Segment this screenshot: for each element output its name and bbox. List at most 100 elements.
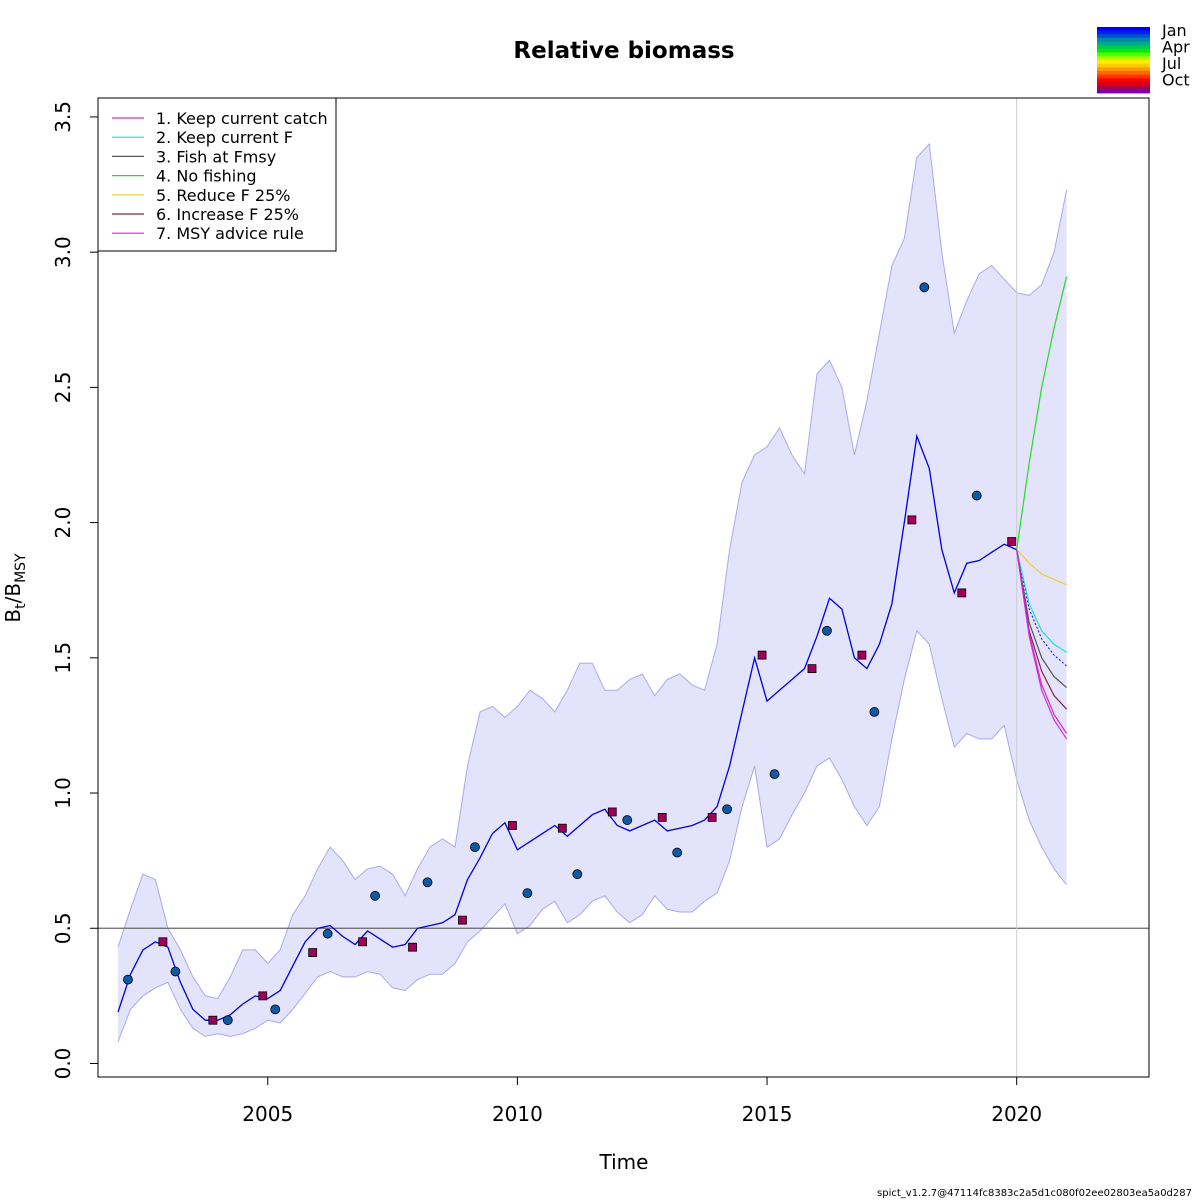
chart-title: Relative biomass <box>513 38 734 64</box>
observation-circle <box>769 769 780 780</box>
forecast-line-7 <box>1016 549 1068 734</box>
y-tick-label: 2.0 <box>51 507 75 539</box>
forecast-line-4 <box>1016 276 1068 550</box>
season-swatch <box>1097 30 1150 35</box>
season-swatch <box>1097 78 1150 83</box>
confidence-upper-line <box>117 142 1068 1000</box>
legend-label-1: 1. Keep current catch <box>156 109 328 128</box>
observation-circle <box>722 804 733 815</box>
x-tick-label: 2020 <box>991 1102 1042 1126</box>
y-tick-label: 2.5 <box>51 371 75 403</box>
observation-circle <box>222 1015 233 1026</box>
observation-square <box>707 812 717 822</box>
observation-square <box>757 650 767 660</box>
forecast-line-3 <box>1016 549 1067 689</box>
observation-circle <box>672 847 683 858</box>
y-axis-label: Bt/BMSY <box>1 553 29 623</box>
observation-square <box>1007 537 1017 546</box>
y-tick-label: 1.0 <box>51 777 75 809</box>
season-label-jul: Jul <box>1161 54 1181 73</box>
legend-label-5: 5. Reduce F 25% <box>156 186 290 205</box>
legend-label-2: 2. Keep current F <box>156 128 293 147</box>
plot-frame <box>97 97 1150 1078</box>
observation-circle <box>622 815 633 825</box>
season-swatch <box>1097 49 1150 54</box>
season-swatch <box>1097 45 1150 50</box>
observation-circle <box>370 890 381 901</box>
observation-square <box>657 812 667 822</box>
confidence-lower-line <box>117 629 1067 1042</box>
y-tick-label: 3.5 <box>51 101 75 133</box>
forecast-line-5 <box>1016 549 1067 586</box>
season-label-oct: Oct <box>1162 71 1190 90</box>
season-label-apr: Apr <box>1162 38 1190 57</box>
season-swatch <box>1097 71 1150 76</box>
observation-square <box>957 588 967 598</box>
observation-square <box>807 664 817 674</box>
season-swatch <box>1097 74 1150 79</box>
season-swatch <box>1097 34 1150 39</box>
observation-square <box>208 1015 218 1025</box>
confidence-band <box>118 144 1067 1042</box>
legend-box <box>97 97 337 252</box>
observation-circle <box>170 966 181 977</box>
season-swatch <box>1097 38 1150 43</box>
observation-square <box>258 991 268 1001</box>
biomass-estimate-line <box>117 433 1017 1021</box>
observation-square <box>907 515 917 525</box>
observation-square <box>358 937 368 947</box>
observation-square <box>158 937 168 947</box>
observation-square <box>857 650 867 660</box>
season-swatch <box>1097 63 1150 68</box>
x-tick-label: 2015 <box>742 1102 793 1126</box>
observation-circle <box>322 928 333 939</box>
season-swatch <box>1097 67 1150 72</box>
plot-layer <box>98 98 1149 1077</box>
x-tick-label: 2005 <box>242 1102 293 1126</box>
season-swatch <box>1097 27 1150 32</box>
observation-circle <box>522 888 533 898</box>
y-axis-label-sub-msy: MSY <box>13 553 29 583</box>
season-swatch <box>1097 56 1150 61</box>
observation-circle <box>470 842 480 853</box>
footer-version: spict_v1.2.7@47114fc8383c2a5d1c080f02ee0… <box>877 1188 1192 1199</box>
observation-circle <box>572 869 583 880</box>
observation-square <box>458 915 467 925</box>
season-swatch <box>1097 89 1150 94</box>
forecast-line-2 <box>1016 549 1067 653</box>
observation-circle <box>971 490 982 501</box>
season-swatch <box>1097 85 1150 90</box>
season-swatch <box>1097 60 1150 65</box>
x-axis-label: Time <box>599 1150 649 1174</box>
baseline-forecast-line <box>1016 549 1067 667</box>
observation-circle <box>822 625 832 636</box>
season-swatch <box>1097 82 1150 87</box>
legend-label-4: 4. No fishing <box>156 167 257 186</box>
y-axis-label-sep: /B <box>1 583 25 603</box>
y-tick-label: 1.5 <box>51 642 75 674</box>
observation-square <box>508 821 517 830</box>
observation-circle <box>270 1004 281 1015</box>
y-axis-label-sub-t: t <box>13 603 29 609</box>
season-swatch <box>1097 52 1150 57</box>
y-tick-label: 0.5 <box>51 912 75 944</box>
observation-circle <box>422 877 433 888</box>
observation-square <box>557 823 567 833</box>
season-swatch <box>1097 41 1150 46</box>
y-axis-label-main: B <box>1 609 25 623</box>
legend-label-6: 6. Increase F 25% <box>156 205 299 224</box>
legend-label-7: 7. MSY advice rule <box>156 224 304 243</box>
observation-square <box>308 948 318 957</box>
observation-circle <box>919 282 930 293</box>
observation-square <box>607 807 617 817</box>
season-label-jan: Jan <box>1161 21 1187 40</box>
observation-circle <box>123 974 133 985</box>
y-tick-label: 0.0 <box>51 1048 75 1080</box>
y-tick-label: 3.0 <box>51 236 75 268</box>
x-tick-label: 2010 <box>492 1102 543 1126</box>
observation-circle <box>869 707 880 717</box>
